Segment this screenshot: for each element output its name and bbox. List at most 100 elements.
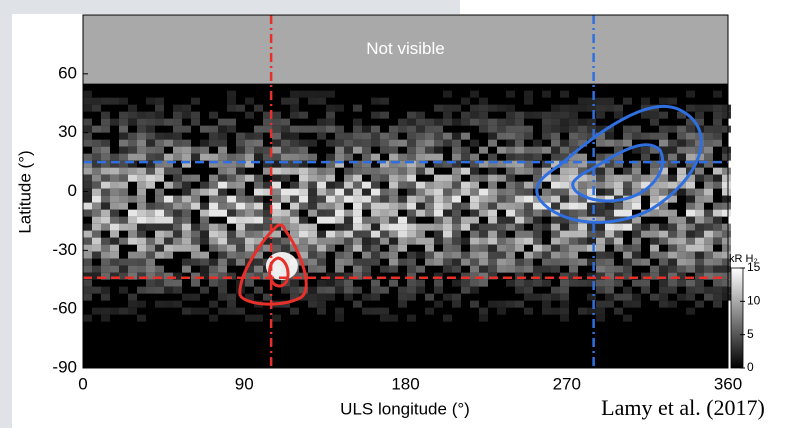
noise-cell	[344, 279, 353, 287]
noise-cell	[686, 307, 695, 315]
noise-cell	[218, 223, 227, 231]
noise-cell	[335, 160, 344, 168]
noise-cell	[416, 181, 425, 189]
noise-cell	[497, 237, 506, 245]
noise-cell	[119, 286, 128, 294]
noise-cell	[173, 244, 182, 252]
noise-cell	[236, 167, 245, 175]
noise-cell	[371, 195, 380, 203]
noise-cell	[155, 146, 164, 154]
noise-cell	[479, 104, 488, 112]
noise-cell	[326, 279, 335, 287]
noise-cell	[677, 244, 686, 252]
noise-cell	[317, 293, 326, 301]
noise-cell	[533, 216, 542, 224]
noise-cell	[326, 230, 335, 238]
noise-cell	[155, 279, 164, 287]
noise-cell	[578, 125, 587, 133]
noise-cell	[425, 244, 434, 252]
noise-cell	[668, 300, 677, 308]
noise-cell	[101, 209, 110, 217]
noise-cell	[137, 153, 146, 161]
noise-cell	[290, 293, 299, 301]
noise-cell	[479, 272, 488, 280]
noise-cell	[110, 216, 119, 224]
noise-cell	[173, 153, 182, 161]
noise-cell	[308, 237, 317, 245]
noise-cell	[380, 132, 389, 140]
noise-cell	[344, 230, 353, 238]
noise-cell	[335, 237, 344, 245]
noise-cell	[335, 223, 344, 231]
noise-cell	[137, 125, 146, 133]
noise-cell	[704, 237, 713, 245]
noise-cell	[569, 104, 578, 112]
noise-cell	[596, 97, 605, 105]
noise-cell	[461, 258, 470, 266]
noise-cell	[263, 167, 272, 175]
noise-cell	[506, 209, 515, 217]
noise-cell	[434, 286, 443, 294]
noise-cell	[398, 160, 407, 168]
noise-cell	[407, 251, 416, 259]
noise-cell	[569, 258, 578, 266]
noise-cell	[389, 153, 398, 161]
noise-cell	[371, 237, 380, 245]
noise-cell	[713, 139, 722, 147]
noise-cell	[605, 202, 614, 210]
noise-cell	[290, 90, 299, 98]
noise-cell	[110, 265, 119, 273]
noise-cell	[632, 251, 641, 259]
noise-cell	[83, 293, 92, 301]
noise-cell	[344, 188, 353, 196]
noise-cell	[560, 216, 569, 224]
noise-cell	[416, 167, 425, 175]
noise-cell	[407, 286, 416, 294]
noise-cell	[344, 153, 353, 161]
noise-cell	[713, 223, 722, 231]
noise-cell	[335, 146, 344, 154]
noise-cell	[659, 265, 668, 273]
noise-cell	[713, 293, 722, 301]
noise-cell	[470, 223, 479, 231]
noise-cell	[632, 174, 641, 182]
noise-cell	[101, 202, 110, 210]
noise-cell	[560, 230, 569, 238]
noise-cell	[101, 237, 110, 245]
noise-cell	[704, 265, 713, 273]
noise-cell	[596, 132, 605, 140]
noise-cell	[551, 188, 560, 196]
noise-cell	[488, 195, 497, 203]
noise-cell	[380, 314, 389, 322]
noise-cell	[470, 230, 479, 238]
noise-cell	[623, 244, 632, 252]
noise-cell	[668, 181, 677, 189]
x-tick-label: 90	[235, 374, 254, 393]
noise-cell	[155, 104, 164, 112]
noise-cell	[119, 195, 128, 203]
noise-cell	[371, 279, 380, 287]
noise-cell	[506, 216, 515, 224]
noise-cell	[389, 188, 398, 196]
noise-cell	[344, 146, 353, 154]
noise-cell	[497, 230, 506, 238]
noise-cell	[254, 286, 263, 294]
noise-cell	[506, 258, 515, 266]
noise-cell	[659, 300, 668, 308]
noise-cell	[605, 139, 614, 147]
noise-cell	[119, 146, 128, 154]
noise-cell	[551, 230, 560, 238]
noise-cell	[281, 195, 290, 203]
noise-cell	[587, 293, 596, 301]
noise-cell	[317, 97, 326, 105]
noise-cell	[515, 132, 524, 140]
noise-cell	[146, 265, 155, 273]
noise-cell	[299, 167, 308, 175]
noise-cell	[659, 286, 668, 294]
noise-cell	[362, 146, 371, 154]
noise-cell	[83, 104, 92, 112]
noise-cell	[182, 209, 191, 217]
noise-cell	[623, 97, 632, 105]
noise-cell	[398, 174, 407, 182]
noise-cell	[245, 202, 254, 210]
